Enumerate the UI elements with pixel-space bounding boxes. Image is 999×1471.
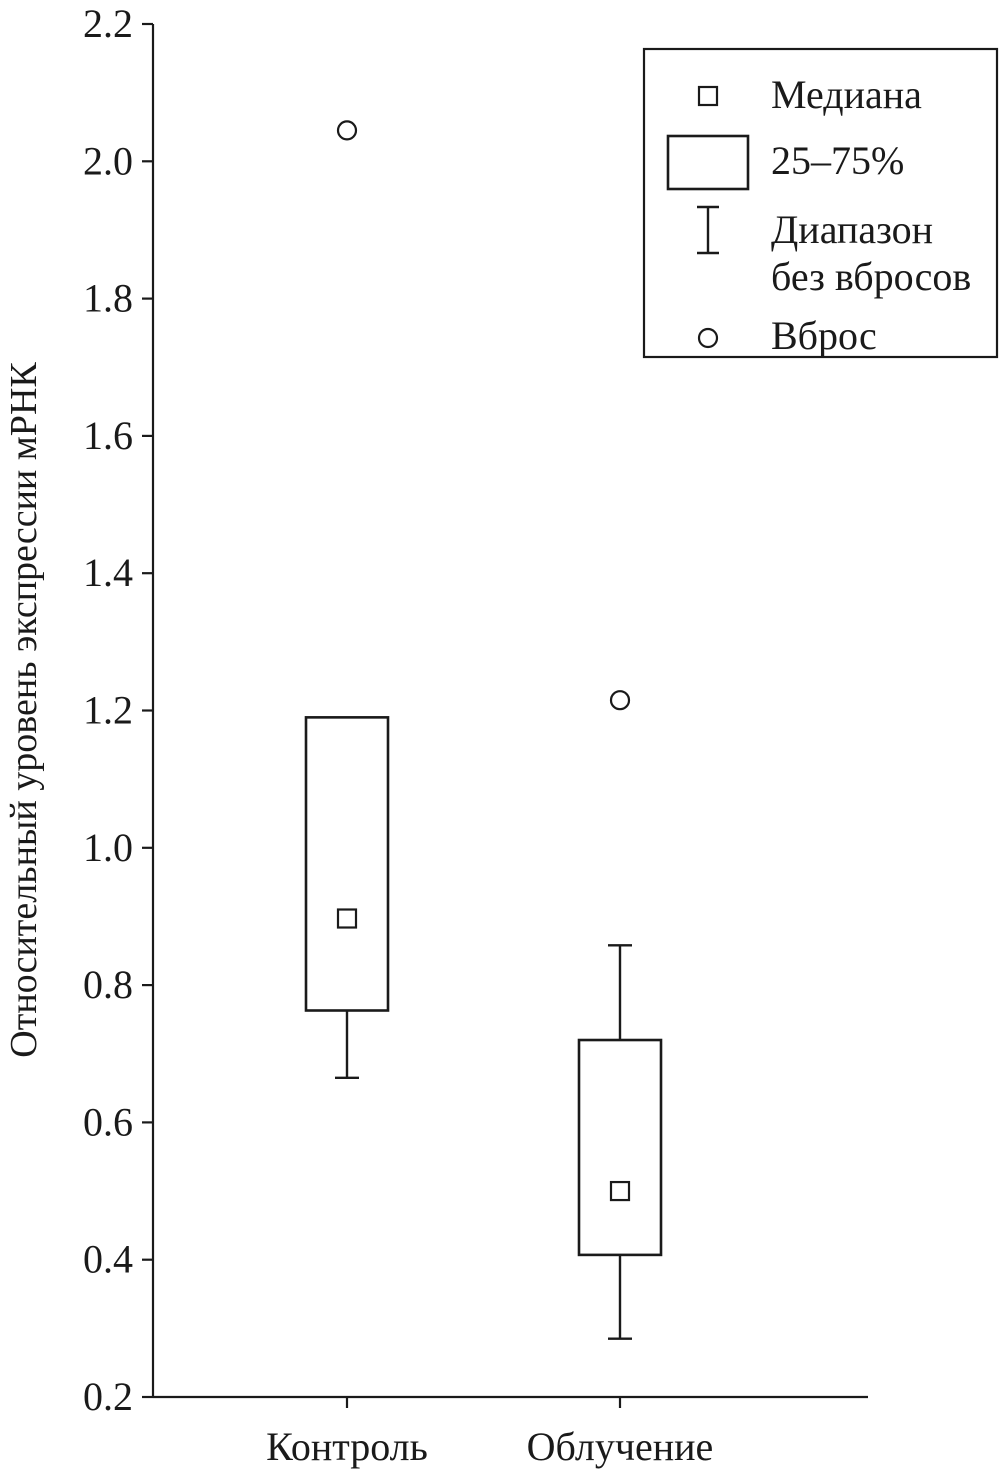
y-tick-label: 1.0 xyxy=(83,825,133,870)
y-tick-label: 2.2 xyxy=(83,1,133,46)
legend-label-quartiles: 25–75% xyxy=(771,138,904,183)
iqr-box xyxy=(304,716,390,1012)
legend-label-outlier: Вброс xyxy=(771,313,877,358)
legend-median-symbol xyxy=(697,85,719,107)
legend-label-median: Медиана xyxy=(771,72,922,117)
y-tick-label: 0.4 xyxy=(83,1237,133,1282)
y-tick-label: 0.8 xyxy=(83,962,133,1007)
box-group-2 xyxy=(577,690,663,1340)
legend-box-symbol xyxy=(666,134,750,191)
box-group-1 xyxy=(304,120,390,1079)
y-axis-title: Относительный уровень экспрессии мРНК xyxy=(3,362,45,1058)
legend: Медиана 25–75% Диапазон без вбросов Вбро… xyxy=(642,47,999,359)
median-marker xyxy=(336,908,358,929)
median-marker xyxy=(609,1180,631,1202)
x-category-label: Облучение xyxy=(527,1424,714,1469)
legend-label-range: Диапазон xyxy=(771,207,933,252)
x-category-label: Контроль xyxy=(266,1424,428,1469)
y-tick-label: 1.2 xyxy=(83,688,133,733)
y-tick-label: 2.0 xyxy=(83,138,133,183)
outlier-point xyxy=(609,690,631,711)
y-tick-label: 0.6 xyxy=(83,1099,133,1144)
y-tick-label: 1.4 xyxy=(83,550,133,595)
legend-whisker-symbol xyxy=(697,205,719,255)
legend-label-range-line2: без вбросов xyxy=(771,254,971,299)
x-ticks: Контроль Облучение xyxy=(266,1397,713,1469)
outlier-point xyxy=(336,120,358,141)
iqr-box xyxy=(577,1038,663,1257)
y-tick-label: 0.2 xyxy=(83,1374,133,1419)
boxes xyxy=(304,120,663,1340)
y-ticks: 0.2 0.4 0.6 0.8 1.0 1.2 1.4 1.6 1.8 2.0 2.2 xyxy=(83,1,153,1419)
legend-outlier-symbol xyxy=(697,327,719,349)
y-tick-label: 1.6 xyxy=(83,413,133,458)
y-tick-label: 1.8 xyxy=(83,276,133,321)
